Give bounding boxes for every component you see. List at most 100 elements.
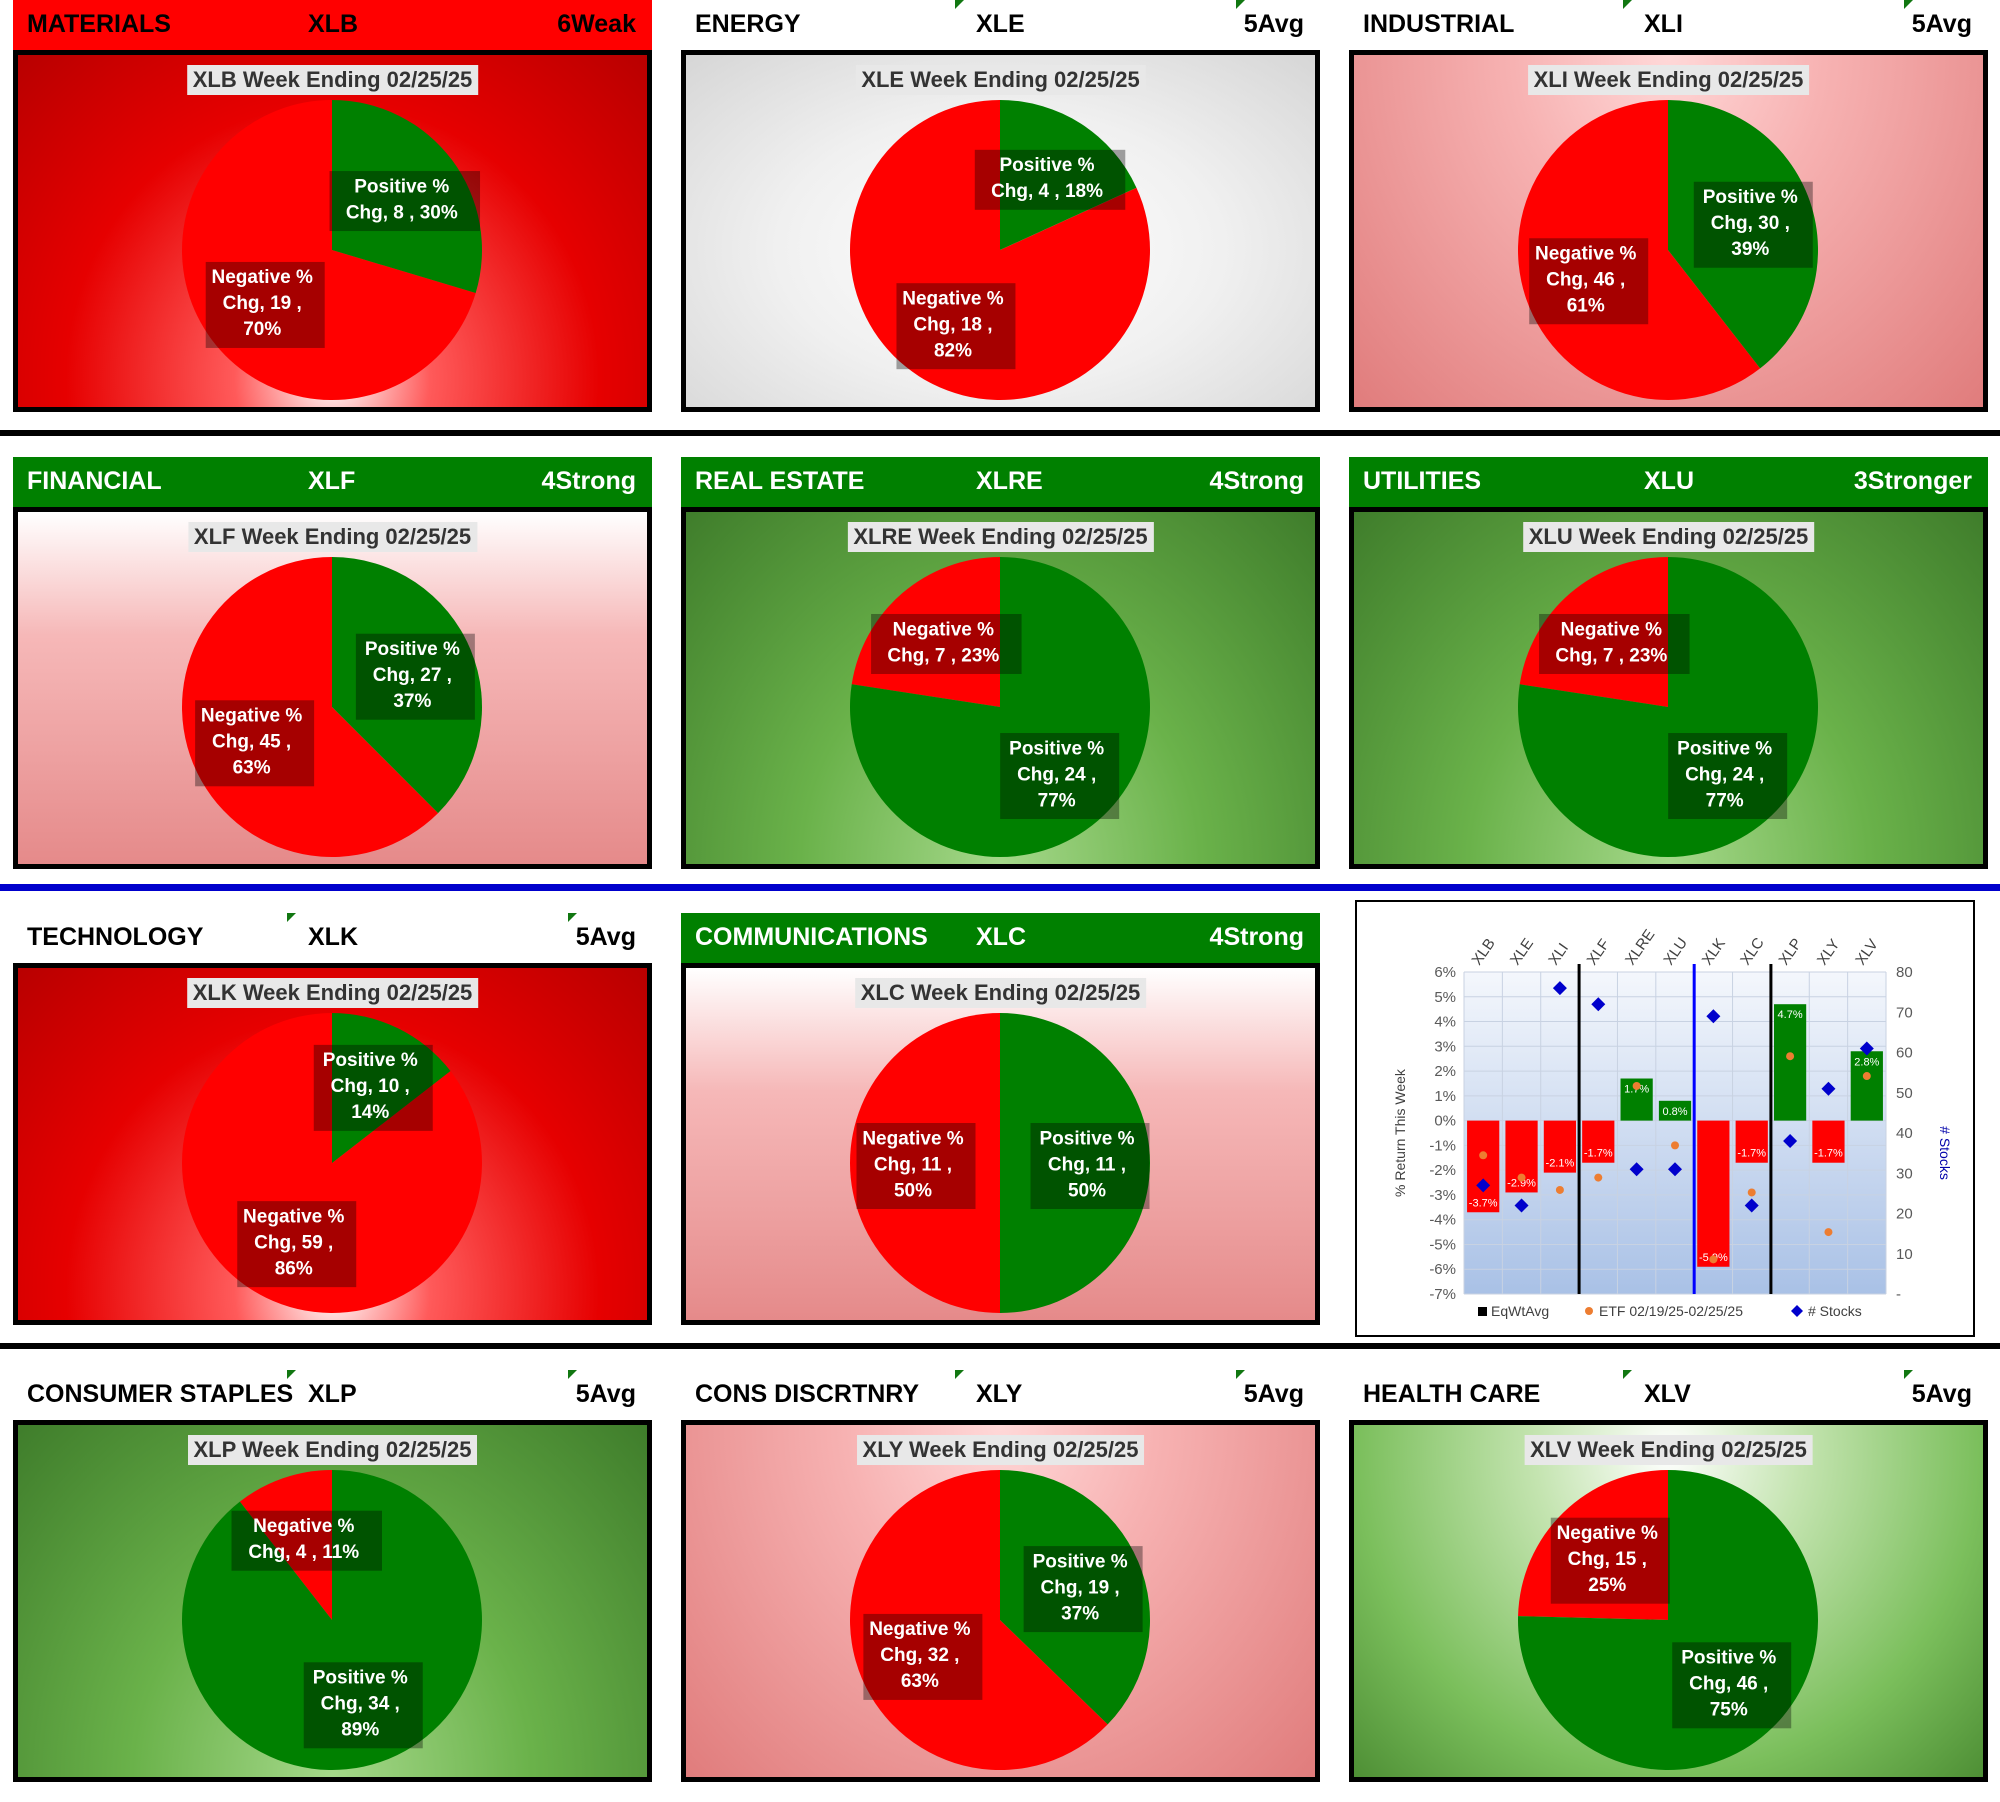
ticker: XLV (1644, 1380, 1691, 1408)
pie-slice-negative (181, 557, 439, 857)
positive-label: Positive % Chg, 24 , 77% (1668, 733, 1788, 820)
rating: 4Strong (1209, 923, 1304, 951)
negative-label-line: Chg, 19 , (223, 293, 302, 314)
pie-chart: Positive % Chg, 27 , 37% Negative % Chg, 45 … (181, 557, 482, 857)
ticker: XLP (308, 1380, 357, 1408)
sector-name: COMMUNICATIONS (695, 923, 928, 951)
sector-return-chart: -3.7%-2.9%-2.1%-1.7%1.7%0.8%-5.9%-1.7%4.… (1355, 900, 1975, 1337)
negative-label: Negative % Chg, 45 , 63% (195, 700, 315, 787)
positive-label-line: Chg, 24 , (1685, 764, 1764, 785)
pie-slice-negative (239, 1470, 332, 1620)
rating: 3Stronger (1853, 467, 1972, 495)
negative-label: Negative % Chg, 46 , 61% (1529, 238, 1649, 325)
sector-name: UTILITIES (1363, 467, 1482, 495)
pie-chart: Positive % Chg, 11 , 50% Negative % Chg, 11 … (850, 1013, 1150, 1313)
category-label: XLI (1545, 940, 1572, 968)
legend-label: ETF 02/19/25-02/25/25 (1599, 1303, 1743, 1319)
y-tick-label: 2% (1434, 1063, 1456, 1080)
negative-label-line: 86% (275, 1258, 313, 1279)
panel-xly: CONS DISCRTNRY XLY 5Avg XLY Week Ending … (681, 1370, 1320, 1782)
category-label: XLRE (1622, 926, 1658, 968)
positive-label-line: Chg, 30 , (1711, 213, 1790, 234)
sector-name: INDUSTRIAL (1363, 10, 1515, 38)
pie-chart: Positive % Chg, 4 , 18% Negative % Chg, 18 … (850, 100, 1150, 400)
bar-data-label: -1.7% (1584, 1148, 1613, 1160)
negative-label-line: Negative % (1535, 244, 1636, 265)
pie-chart-box: XLI Week Ending 02/25/25 Positive % Chg, … (1349, 50, 1988, 412)
etf-point (1862, 1072, 1871, 1081)
stocks-count-point (1552, 981, 1567, 996)
stocks-count-point (1744, 1198, 1759, 1213)
pie-chart-box: XLC Week Ending 02/25/25 Positive % Chg, … (681, 963, 1320, 1325)
panel-header: TECHNOLOGY XLK 5Avg (13, 913, 652, 963)
pie-slice-positive (181, 1470, 482, 1770)
positive-label: Positive % Chg, 10 , 14% (313, 1044, 433, 1131)
pie-slice-positive (1518, 557, 1818, 857)
positive-label-line: Positive % (1033, 1551, 1128, 1572)
negative-label: Negative % Chg, 19 , 70% (205, 261, 325, 348)
category-label: XLK (1699, 935, 1729, 968)
rating: 5Avg (575, 1380, 636, 1408)
pie-slice-positive (1518, 1470, 1818, 1770)
panel-header: COMMUNICATIONS XLC 4Strong (681, 913, 1320, 963)
negative-label-line: Chg, 7 , 23% (887, 645, 999, 666)
row-separator-3 (0, 1343, 2000, 1349)
bar-xlp (1773, 1004, 1807, 1121)
panel-xlf: FINANCIAL XLF 4Strong XLF Week Ending 02… (13, 457, 652, 869)
positive-label-line: Chg, 24 , (1017, 764, 1096, 785)
pie-slice-positive (1000, 1470, 1151, 1725)
y-tick-label: -3% (1429, 1187, 1456, 1204)
positive-label-line: Positive % (1681, 1648, 1776, 1669)
y2-tick-label: 70 (1896, 1004, 1913, 1021)
panel-header: FINANCIAL XLF 4Strong (13, 457, 652, 507)
bar-xlb (1467, 1120, 1500, 1213)
positive-label-line: 89% (341, 1720, 379, 1741)
positive-label-line: Positive % (1000, 155, 1095, 176)
ticker: XLU (1644, 467, 1694, 495)
negative-label-line: Chg, 18 , (913, 314, 992, 335)
positive-label: Positive % Chg, 19 , 37% (1023, 1546, 1143, 1633)
positive-label: Positive % Chg, 8 , 30% (329, 171, 481, 232)
positive-label-line: Positive % (1703, 187, 1798, 208)
rating: 4Strong (1209, 467, 1304, 495)
legend-swatch-eqwtavg (1478, 1307, 1487, 1316)
pie-slice-negative (1518, 1470, 1668, 1620)
y2-tick-label: 50 (1896, 1085, 1913, 1102)
negative-label-line: Chg, 11 , (874, 1154, 952, 1175)
rating: 5Avg (1243, 10, 1304, 38)
positive-label-line: Positive % (1677, 738, 1772, 759)
ticker: XLI (1644, 10, 1683, 38)
rating: 5Avg (1911, 1380, 1972, 1408)
ticker: XLF (308, 467, 356, 495)
negative-label-line: Chg, 46 , (1546, 270, 1625, 291)
sector-name: MATERIALS (27, 10, 171, 38)
chart-title: XLB Week Ending 02/25/25 (186, 65, 479, 95)
bar-data-label: -2.9% (1507, 1177, 1536, 1189)
positive-label: Positive % Chg, 34 , 89% (303, 1662, 423, 1749)
rating: 4Strong (541, 467, 636, 495)
category-label: XLB (1469, 935, 1499, 968)
chart-title: XLP Week Ending 02/25/25 (187, 1435, 478, 1465)
pie-slice-negative (1518, 100, 1761, 400)
positive-label-line: Positive % (1009, 738, 1104, 759)
bar-xli (1543, 1120, 1577, 1173)
rating: 6Weak (557, 10, 636, 38)
pie-chart: Positive % Chg, 24 , 77% Negative % Chg, 7 ,… (850, 557, 1150, 857)
positive-label: Positive % Chg, 30 , 39% (1693, 181, 1813, 268)
y2-tick-label: 40 (1896, 1125, 1913, 1142)
positive-label-line: Chg, 11 , (1048, 1154, 1126, 1175)
y-tick-label: 3% (1434, 1038, 1456, 1055)
negative-label-line: Negative % (893, 619, 994, 640)
pie-slice-positive (1000, 100, 1137, 250)
stocks-count-point (1706, 1009, 1721, 1024)
y-tick-label: -5% (1429, 1236, 1456, 1253)
legend-swatch-stocks (1791, 1305, 1803, 1317)
positive-label-line: Chg, 19 , (1041, 1577, 1120, 1598)
positive-label-line: Chg, 46 , (1689, 1674, 1768, 1695)
ticker: XLB (308, 10, 358, 38)
chart-legend: EqWtAvg ETF 02/19/25-02/25/25 # Stocks (1478, 1303, 1862, 1319)
negative-label-line: Negative % (243, 1206, 344, 1227)
panel-header: INDUSTRIAL XLI 5Avg (1349, 0, 1988, 50)
positive-label-line: Positive % (1039, 1128, 1134, 1149)
pie-slice-positive (850, 557, 1150, 857)
